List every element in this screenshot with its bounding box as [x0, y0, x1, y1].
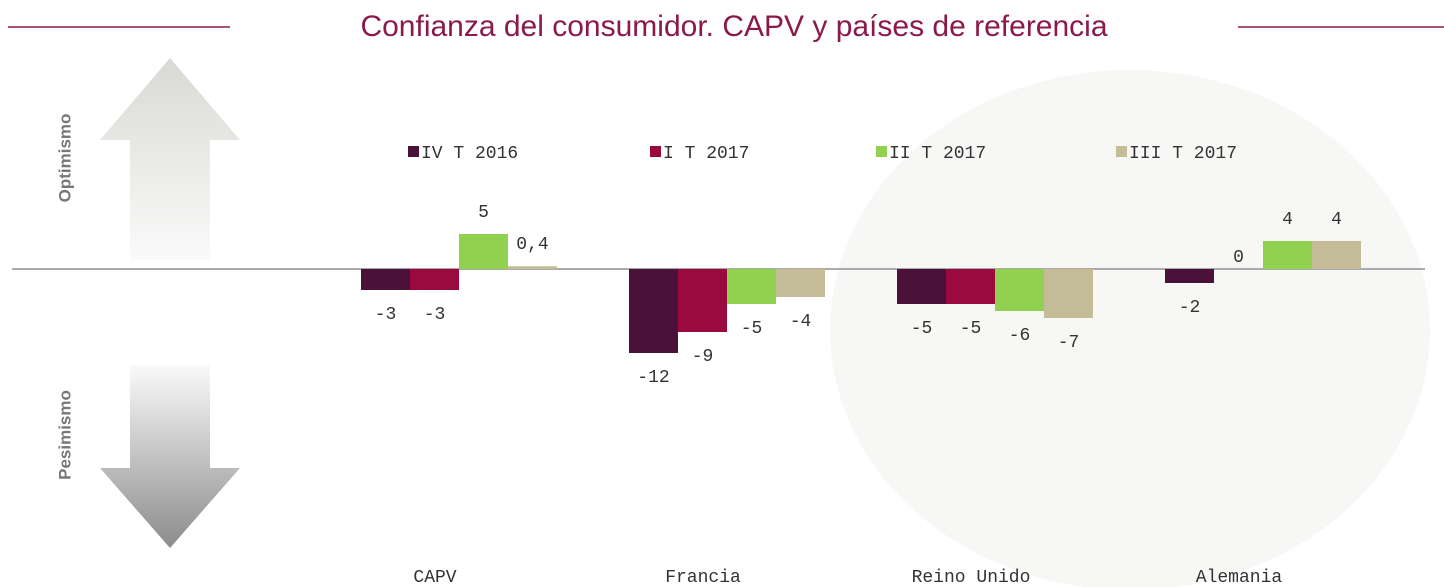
data-label: -6: [1009, 326, 1031, 346]
data-label: 4: [1282, 210, 1293, 230]
bar: [1044, 269, 1093, 318]
data-label: -5: [960, 319, 982, 339]
legend-label: II T 2017: [889, 144, 986, 164]
x-tick-label: Alemania: [1196, 568, 1283, 587]
data-label: -3: [424, 305, 446, 325]
bar: [629, 269, 678, 353]
legend-swatch: [1116, 146, 1127, 157]
up-arrow: [100, 58, 240, 260]
bar: [946, 269, 995, 304]
bar: [459, 234, 508, 269]
x-tick-label: Reino Unido: [912, 568, 1031, 587]
legend-label: IV T 2016: [421, 144, 518, 164]
bar: [410, 269, 459, 290]
data-label: -5: [741, 319, 763, 339]
legend-label: III T 2017: [1129, 144, 1237, 164]
data-label: -9: [692, 347, 714, 367]
bar: [361, 269, 410, 290]
bar: [995, 269, 1044, 311]
x-tick-label: Francia: [665, 568, 741, 587]
bar: [727, 269, 776, 304]
annotation: Pesimismo: [55, 390, 74, 480]
bar: [1263, 241, 1312, 269]
data-label: -3: [375, 305, 397, 325]
bar: [1165, 269, 1214, 283]
bar: [678, 269, 727, 332]
down-arrow: [100, 365, 240, 548]
data-label: -5: [911, 319, 933, 339]
bar: [897, 269, 946, 304]
data-label: -2: [1179, 298, 1201, 318]
data-label: -4: [790, 312, 812, 332]
data-label: 4: [1331, 210, 1342, 230]
legend-swatch: [650, 146, 661, 157]
annotation: Optimismo: [55, 114, 74, 203]
chart-title: Confianza del consumidor. CAPV y países …: [360, 10, 1107, 43]
data-label: -12: [637, 368, 669, 388]
data-label: -7: [1058, 333, 1080, 353]
data-label: 5: [478, 203, 489, 223]
legend-swatch: [876, 146, 887, 157]
bar: [1312, 241, 1361, 269]
legend-label: I T 2017: [663, 144, 749, 164]
bar: [508, 266, 557, 269]
data-label: 0,4: [516, 235, 548, 255]
x-tick-label: CAPV: [413, 568, 456, 587]
data-label: 0: [1233, 248, 1244, 268]
watermark: [830, 70, 1430, 587]
legend-swatch: [408, 146, 419, 157]
bar: [776, 269, 825, 297]
